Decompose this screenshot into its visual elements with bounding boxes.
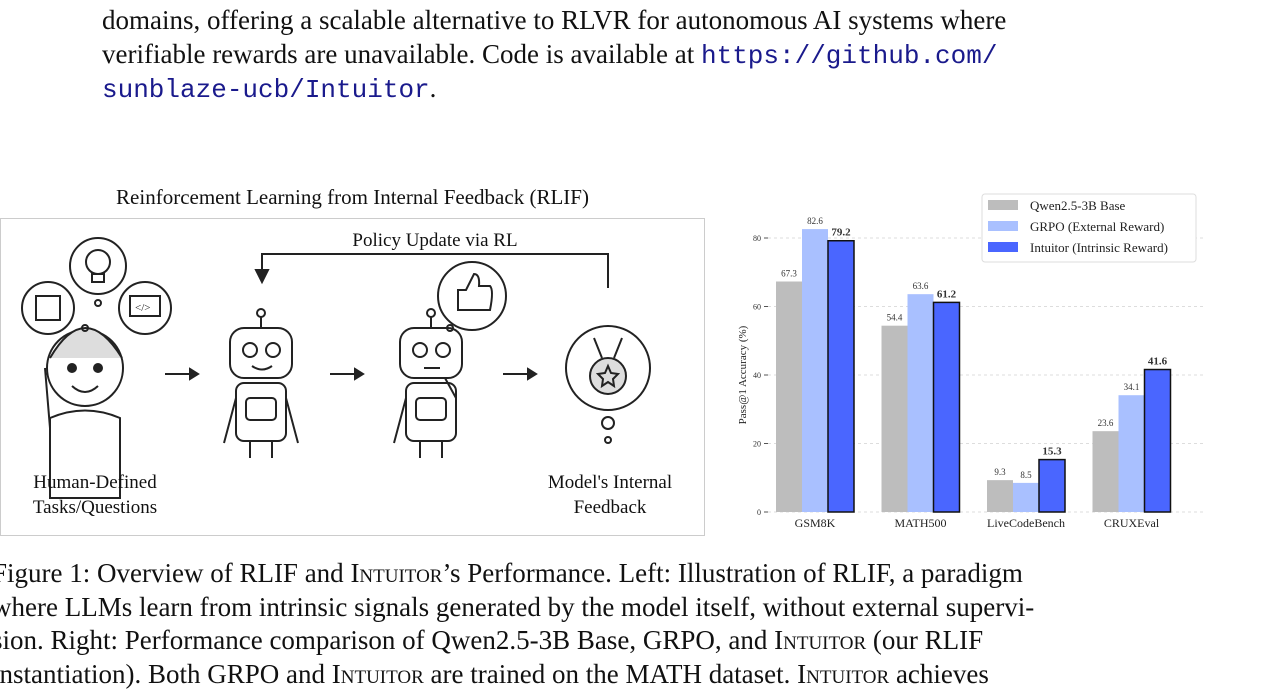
data-label: 61.2	[937, 288, 957, 300]
method-name: Intuitor	[774, 625, 866, 655]
figure-caption: Figure 1: Overview of RLIF and Intuitor’…	[0, 557, 1034, 691]
right-label-2: Feedback	[520, 495, 700, 520]
abstract-line-2: verifiable rewards are unavailable. Code…	[102, 38, 997, 73]
caption-line-2: where LLMs learn from intrinsic signals …	[0, 591, 1034, 625]
caption-text: achieves	[889, 659, 989, 689]
left-label-1: Human-Defined	[0, 470, 190, 495]
abstract-line-1: domains, offering a scalable alternative…	[102, 4, 1006, 37]
bar	[1119, 395, 1145, 512]
legend-label: GRPO (External Reward)	[1030, 219, 1164, 234]
y-tick-label: 40	[753, 371, 761, 380]
caption-text: instantiation). Both GRPO and	[0, 659, 332, 689]
bar	[908, 294, 934, 512]
y-tick-label: 80	[753, 234, 761, 243]
bar	[1039, 460, 1065, 512]
data-label: 82.6	[807, 216, 823, 226]
data-label: 67.3	[781, 268, 797, 278]
caption-text: ’s Performance. Left: Illustration of RL…	[442, 558, 1022, 588]
loop-arrowhead	[256, 270, 268, 282]
arrow-3	[503, 369, 536, 379]
data-label: 23.6	[1098, 418, 1114, 428]
caption-line-3: sion. Right: Performance comparison of Q…	[0, 624, 1034, 658]
y-tick-label: 20	[753, 440, 761, 449]
caption-text: (our RLIF	[866, 625, 983, 655]
legend-label: Intuitor (Intrinsic Reward)	[1030, 240, 1168, 255]
loop-label: Policy Update via RL	[300, 228, 570, 253]
data-label: 15.3	[1042, 446, 1062, 458]
bar	[1093, 431, 1119, 512]
x-tick-label: LiveCodeBench	[987, 516, 1065, 530]
x-tick-label: MATH500	[894, 516, 946, 530]
bar	[1013, 483, 1039, 512]
y-tick-label: 0	[757, 508, 761, 517]
legend-swatch	[988, 221, 1018, 231]
method-name: Intuitor	[350, 558, 442, 588]
data-label: 54.4	[887, 313, 903, 323]
legend-label: Qwen2.5-3B Base	[1030, 198, 1126, 213]
bar	[987, 480, 1013, 512]
y-tick-label: 60	[753, 303, 761, 312]
arrow-2	[330, 369, 363, 379]
puzzle-icon	[22, 282, 74, 334]
loop-arrow	[262, 254, 608, 288]
data-label: 9.3	[994, 467, 1006, 477]
right-label-1: Model's Internal	[520, 470, 700, 495]
abstract-line-3: sunblaze-ucb/Intuitor.	[102, 72, 436, 107]
bar	[1145, 370, 1171, 512]
method-name: Intuitor	[797, 659, 889, 689]
medal-icon	[566, 326, 650, 443]
legend-swatch	[988, 242, 1018, 252]
caption-line-1: Figure 1: Overview of RLIF and Intuitor’…	[0, 557, 1034, 591]
lightbulb-brain-icon	[70, 238, 126, 294]
svg-text:</>: </>	[135, 302, 150, 314]
data-label: 8.5	[1020, 470, 1032, 480]
period: .	[430, 73, 437, 103]
method-name: Intuitor	[332, 659, 424, 689]
x-tick-label: GSM8K	[795, 516, 836, 530]
caption-line-4: instantiation). Both GRPO and Intuitor a…	[0, 658, 1034, 691]
data-label: 79.2	[831, 227, 851, 239]
caption-text: sion. Right: Performance comparison of Q…	[0, 625, 774, 655]
x-tick-label: CRUXEval	[1104, 516, 1160, 530]
diagram-title: Reinforcement Learning from Internal Fee…	[0, 185, 705, 210]
bar	[828, 241, 854, 512]
data-label: 63.6	[913, 281, 929, 291]
data-label: 34.1	[1124, 382, 1140, 392]
thumbs-up-icon	[438, 262, 506, 331]
caption-text: Figure 1: Overview of RLIF and	[0, 558, 350, 588]
robot-icon	[224, 309, 298, 458]
code-link-cont[interactable]: sunblaze-ucb/Intuitor	[102, 75, 430, 105]
y-axis-label: Pass@1 Accuracy (%)	[737, 325, 749, 424]
data-label: 41.6	[1148, 356, 1168, 368]
performance-chart: 0 20 40 60 80 Pass@1 Accuracy (%) 67.3 82.6 79.2…	[730, 190, 1210, 535]
caption-text: are trained on the MATH dataset.	[424, 659, 797, 689]
bar	[934, 302, 960, 512]
bar	[882, 326, 908, 512]
abstract-text: verifiable rewards are unavailable. Code…	[102, 39, 701, 69]
bar	[802, 229, 828, 512]
code-link[interactable]: https://github.com/	[701, 41, 997, 71]
bar	[776, 281, 802, 512]
left-label-2: Tasks/Questions	[0, 495, 190, 520]
code-monitor-icon: </>	[119, 282, 171, 334]
legend-swatch	[988, 200, 1018, 210]
arrow-1	[165, 369, 198, 379]
